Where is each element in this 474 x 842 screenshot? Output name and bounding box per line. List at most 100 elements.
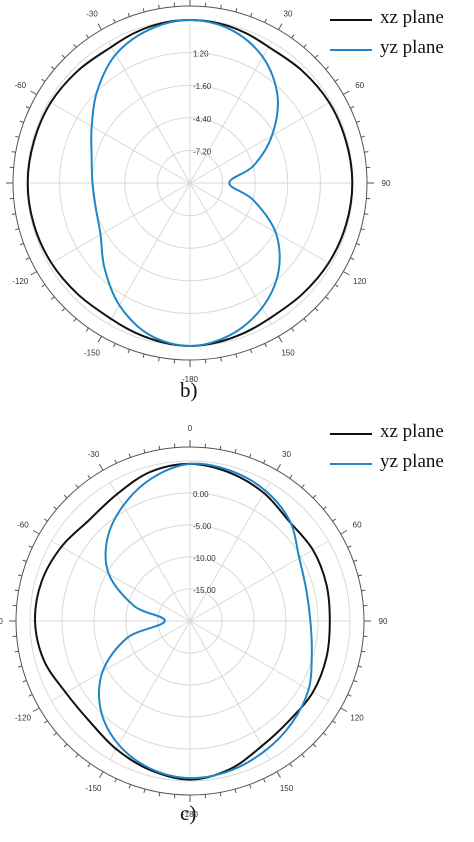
angle-tick-mark [322,732,327,736]
angle-tick-mark [234,788,237,794]
angle-tick-mark [15,228,20,231]
angle-tick-label: -60 [15,81,27,90]
angle-tick-mark [264,18,267,23]
legend-line-yz [330,49,372,51]
angle-tick-label: 150 [281,349,295,358]
grid-spoke [189,482,271,622]
angle-tick-mark [113,18,116,23]
angle-tick-mark [220,4,222,9]
angle-tick-mark [61,54,66,59]
angle-tick-mark [249,784,252,789]
angle-tick-mark [28,545,33,548]
angle-tick-mark [11,151,16,153]
angle-tick-mark [25,106,30,109]
legend-line-xz [330,19,372,21]
grid-spoke [109,482,191,622]
angle-tick-mark [22,680,27,683]
angle-tick-mark [312,494,317,499]
angle-tick-mark [314,54,319,59]
angle-tick-label: 0 [188,424,193,433]
angle-tick-mark [143,788,146,794]
angle-tick-mark [14,589,19,592]
grid-spoke [51,540,191,622]
angle-tick-label: 90 [379,617,388,626]
angle-tick-mark [142,8,145,13]
radial-tick-label: 0.00 [193,490,209,499]
angle-tick-label: 60 [353,521,362,530]
angle-tick-mark [114,778,117,783]
angle-tick-mark [99,463,104,471]
angle-tick-label: -120 [15,714,32,723]
angle-tick-mark [158,445,161,450]
angle-tick-mark [17,574,23,577]
angle-tick-mark [25,257,30,260]
angle-tick-mark [32,707,40,712]
series-line-yz-plane [98,462,313,780]
grid-spoke [189,182,272,325]
grid-spoke [51,620,191,702]
angle-tick-mark [22,559,27,562]
angle-tick-mark [14,650,19,653]
angle-tick-label: -180 [182,375,199,384]
panel-b: 0306090120150-180-150-120-90-60-301.20-1… [0,0,444,402]
angle-tick-mark [30,90,37,95]
angle-tick-mark [219,792,222,797]
angle-tick-mark [85,327,89,332]
legend-line-xz [330,433,372,435]
series-line-yz-plane [90,18,281,348]
grid-spoke [189,620,271,760]
angle-tick-mark [353,680,358,683]
angle-tick-mark [97,23,102,30]
grid-spoke [108,41,191,184]
angle-tick-label: 120 [350,714,364,723]
angle-tick-mark [357,574,363,577]
angle-tick-mark [61,307,66,312]
angle-tick-mark [127,12,130,17]
angle-tick-label: -30 [86,9,98,18]
angle-tick-mark [127,349,130,354]
angle-tick-mark [19,120,24,123]
angle-tick-mark [350,106,355,109]
angle-tick-mark [53,506,58,510]
radial-tick-label: -7.20 [193,147,212,156]
grid-spoke [48,101,191,184]
angle-tick-label: -150 [85,784,102,793]
angle-tick-mark [343,90,350,95]
angle-tick-mark [220,357,222,362]
angle-tick-mark [19,243,24,246]
legend-label-xz: xz plane [380,421,444,442]
angle-tick-mark [276,771,281,779]
angle-tick-mark [113,343,116,348]
angle-tick-mark [325,296,330,300]
legend-label-yz: yz plane [380,37,444,58]
angle-tick-mark [361,589,366,592]
angle-tick-mark [75,484,79,489]
angle-tick-mark [219,445,222,450]
angle-tick-mark [235,8,238,13]
angle-tick-mark [73,318,77,323]
angle-tick-mark [250,349,253,354]
angle-tick-mark [278,336,283,343]
angle-tick-mark [301,753,305,758]
angle-tick-mark [278,23,283,30]
angle-tick-mark [360,135,365,138]
caption-c: c) [180,801,197,825]
angle-tick-mark [17,665,23,668]
angle-tick-mark [356,120,361,123]
angle-tick-mark [43,518,48,522]
angle-tick-mark [289,474,293,479]
angle-tick-mark [289,763,293,768]
angle-tick-mark [28,694,33,697]
angle-tick-mark [85,34,89,39]
angle-tick-mark [322,506,327,510]
angle-tick-mark [114,459,117,464]
polar-chart-c: 0 30 60 90 120 150 -180 -150 -120 -90 -60 -30 0.00 -5… [0,424,388,819]
angle-tick-mark [364,151,369,153]
grid-spoke [189,41,272,184]
angle-tick-mark [249,453,252,458]
series-line-xz-plane [33,462,331,781]
legend-line-yz [330,463,372,465]
angle-tick-mark [41,284,46,288]
angle-tick-mark [128,784,131,789]
angle-tick-mark [340,530,348,535]
